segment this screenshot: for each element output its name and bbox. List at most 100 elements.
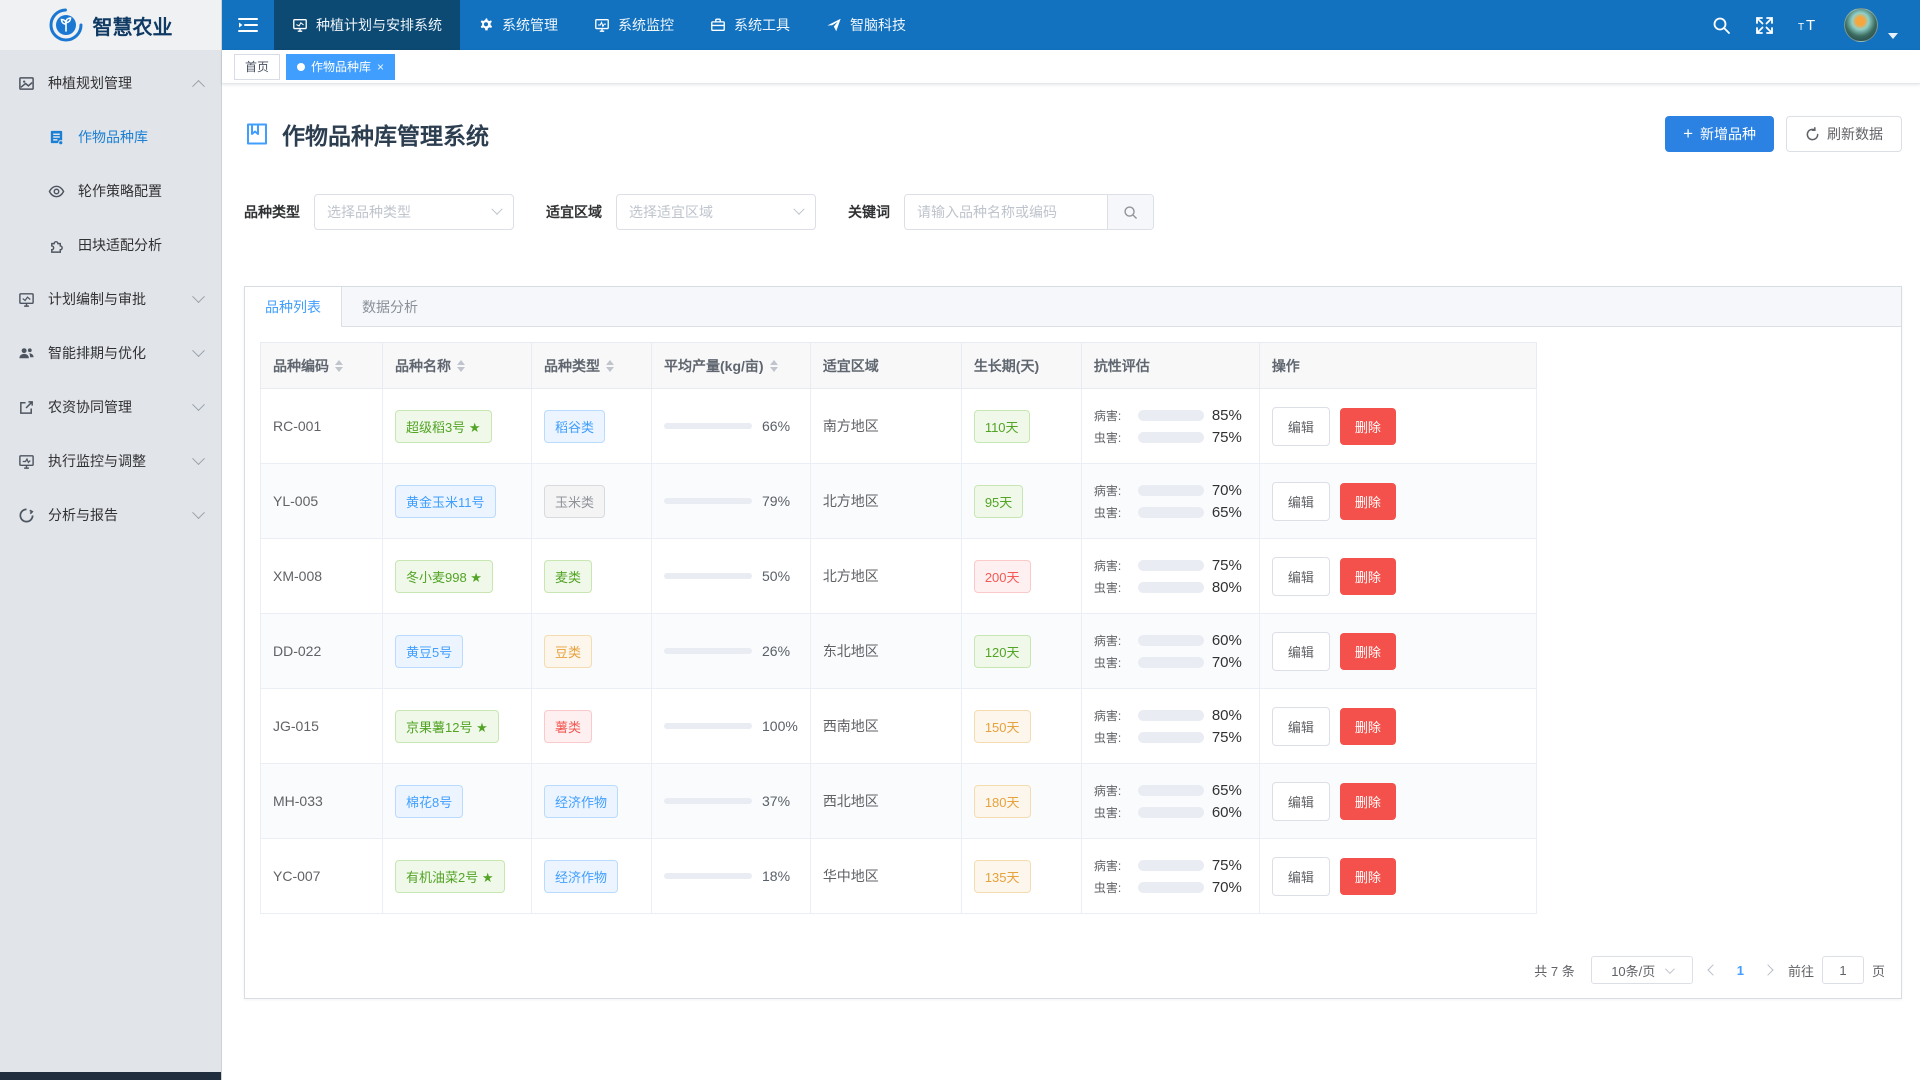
edit-button[interactable]: 编辑 [1271, 856, 1330, 896]
hamburger-icon[interactable] [222, 0, 274, 50]
yield-percent: 100% [762, 718, 798, 734]
sort-icon[interactable] [606, 359, 614, 372]
current-page[interactable]: 1 [1736, 962, 1744, 978]
column-header: 适宜区域 [809, 342, 962, 389]
disease-bar [1137, 859, 1204, 871]
delete-button[interactable]: 删除 [1339, 482, 1396, 520]
delete-button[interactable]: 删除 [1339, 707, 1396, 745]
tag-tab-crop-variety[interactable]: 作物品种库 × [286, 53, 396, 80]
delete-button[interactable]: 删除 [1339, 407, 1396, 445]
sidebar-item-planting-planning[interactable]: 种植规划管理 [0, 56, 221, 110]
variety-type-tag: 薯类 [544, 709, 593, 743]
yield-percent: 79% [762, 493, 791, 509]
edit-button[interactable]: 编辑 [1271, 556, 1330, 596]
delete-button[interactable]: 删除 [1339, 557, 1396, 595]
avatar-caret-down-icon[interactable] [1888, 33, 1898, 39]
yield-cell: 18% [651, 838, 811, 914]
tab-header: 品种列表 数据分析 [245, 287, 1901, 327]
edit-button[interactable]: 编辑 [1271, 631, 1330, 671]
main-column: 种植计划与安排系统 系统管理 系统监控 系统工具 智脑科技 [222, 0, 1920, 1080]
yield-progress-bar [664, 798, 752, 804]
sidebar-item-execution-monitoring[interactable]: 执行监控与调整 [0, 434, 221, 488]
user-avatar[interactable] [1844, 8, 1878, 42]
edit-button[interactable]: 编辑 [1271, 706, 1330, 746]
actions-cell: 编辑 删除 [1258, 763, 1537, 839]
nav-item-system-tools[interactable]: 系统工具 [692, 0, 808, 50]
sidebar-item-analysis-reports[interactable]: 分析与报告 [0, 488, 221, 542]
edit-button[interactable]: 编辑 [1271, 406, 1330, 446]
chevron-down-icon [192, 505, 205, 519]
pest-bar [1137, 731, 1204, 743]
variety-code-cell: JG-015 [260, 688, 383, 764]
sidebar-menu: 种植规划管理 作物品种库 轮作策略配置 田块适配分析 [0, 50, 221, 1080]
app-logo-text: 智慧农业 [92, 16, 173, 39]
tag-tab-home[interactable]: 首页 [234, 53, 281, 80]
actions-cell: 编辑 删除 [1258, 688, 1537, 764]
keyword-input[interactable] [905, 195, 1107, 229]
header-buttons: + 新增品种 刷新数据 [1665, 116, 1902, 152]
sidebar-item-field-matching[interactable]: 田块适配分析 [0, 218, 221, 272]
disease-label: 病害: [1093, 558, 1122, 573]
table-row: MH-033 棉花8号 经济作物 37% 西北地区 180天 病害: 65% 虫害: 60% 编辑删… [260, 763, 1537, 839]
yield-progress-bar [664, 723, 752, 729]
delete-button[interactable]: 删除 [1339, 857, 1396, 895]
variety-type-cell: 薯类 [531, 688, 652, 764]
tab-variety-list[interactable]: 品种列表 [245, 287, 342, 327]
prev-page-icon[interactable] [1707, 964, 1719, 976]
search-icon[interactable] [1712, 16, 1731, 35]
delete-button[interactable]: 删除 [1339, 632, 1396, 670]
nav-item-system-monitoring[interactable]: 系统监控 [576, 0, 692, 50]
yield-percent: 50% [762, 568, 791, 584]
nav-item-planting-system[interactable]: 种植计划与安排系统 [274, 0, 460, 50]
sort-icon[interactable] [457, 359, 465, 372]
disease-bar [1137, 484, 1204, 496]
svg-text:T: T [1798, 22, 1804, 33]
variety-type-select[interactable]: 选择品种类型 [314, 194, 514, 230]
filter-bar: 品种类型 选择品种类型 适宜区域 选择适宜区域 关键词 [244, 194, 1902, 230]
add-variety-button[interactable]: + 新增品种 [1665, 116, 1774, 152]
region-select[interactable]: 选择适宜区域 [616, 194, 816, 230]
edit-button[interactable]: 编辑 [1271, 781, 1330, 821]
delete-button[interactable]: 删除 [1339, 782, 1396, 820]
growth-period-tag: 95天 [973, 484, 1024, 518]
sidebar-item-plan-approval[interactable]: 计划编制与审批 [0, 272, 221, 326]
monitor-chart-icon [594, 17, 610, 33]
next-page-icon[interactable] [1762, 964, 1774, 976]
variety-name-tag: 京果薯12号 ★ [395, 709, 499, 743]
document-icon [48, 128, 66, 146]
page-size-select[interactable]: 10条/页 [1590, 956, 1693, 984]
sidebar-item-smart-scheduling[interactable]: 智能排期与优化 [0, 326, 221, 380]
tab-data-analysis[interactable]: 数据分析 [362, 298, 418, 315]
column-header[interactable]: 平均产量(kg/亩) [651, 342, 811, 389]
column-header[interactable]: 品种名称 [382, 342, 532, 389]
sidebar-item-label: 农资协同管理 [48, 399, 132, 415]
search-button[interactable] [1107, 195, 1153, 229]
yield-progress-bar [664, 498, 752, 504]
pest-label: 虫害: [1093, 880, 1122, 895]
growth-period-cell: 200天 [960, 538, 1082, 614]
column-header[interactable]: 品种编码 [260, 342, 383, 389]
nav-item-system-management[interactable]: 系统管理 [460, 0, 576, 50]
actions-cell: 编辑 删除 [1258, 838, 1537, 914]
column-header[interactable]: 品种类型 [531, 342, 652, 389]
goto-page-input[interactable] [1821, 956, 1864, 984]
sidebar-item-rotation-strategy[interactable]: 轮作策略配置 [0, 164, 221, 218]
logo-bar: 智慧农业 [0, 0, 221, 50]
sort-icon[interactable] [769, 359, 778, 372]
nav-item-ai-tech[interactable]: 智脑科技 [808, 0, 924, 50]
disease-bar [1137, 709, 1204, 721]
fullscreen-icon[interactable] [1755, 16, 1774, 35]
sidebar-item-agri-supply[interactable]: 农资协同管理 [0, 380, 221, 434]
disease-percent: 70% [1211, 481, 1242, 499]
yield-progress-bar [664, 648, 752, 654]
close-icon[interactable]: × [377, 59, 385, 74]
edit-button[interactable]: 编辑 [1271, 481, 1330, 521]
sidebar-item-crop-variety-db[interactable]: 作物品种库 [0, 110, 221, 164]
sort-icon[interactable] [335, 359, 343, 372]
chevron-down-icon [192, 451, 205, 465]
refresh-data-button[interactable]: 刷新数据 [1786, 116, 1902, 152]
nav-item-label: 智脑科技 [850, 17, 906, 33]
table-row: RC-001 超级稻3号 ★ 稻谷类 66% 南方地区 110天 病害: 85% 虫害: 75% 编… [260, 388, 1537, 464]
